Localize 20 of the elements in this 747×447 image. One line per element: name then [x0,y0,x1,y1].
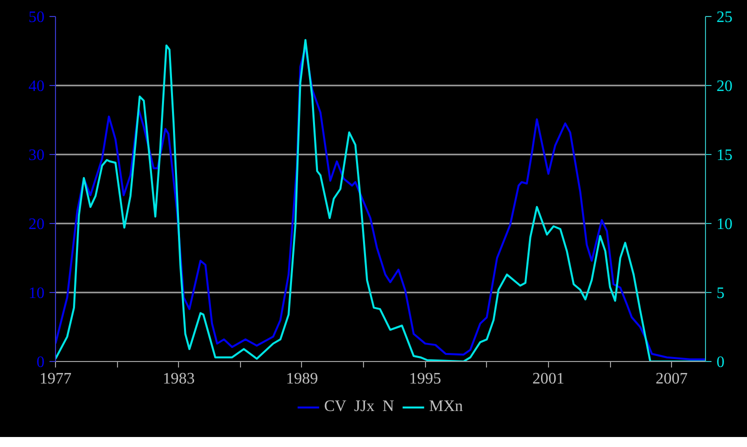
x-tick-label: 1977 [40,370,72,388]
y-tick-label: 30 [28,147,44,164]
x-tick-label: 1995 [409,370,442,388]
y2-tick-label: 25 [716,9,732,26]
x-tick-label: 1983 [162,370,195,388]
legend-label: CV JJx N [324,398,394,416]
y-tick-label: 20 [28,216,44,233]
x-tick-label: 1989 [286,370,318,388]
y-tick-label: 50 [28,9,44,26]
y-tick-label: 40 [28,78,44,95]
y2-tick-label: 20 [716,78,732,95]
y2-tick-label: 10 [716,216,732,233]
y2-tick-label: 15 [716,147,732,164]
y2-tick-label: 0 [716,354,724,371]
y-tick-label: 10 [28,285,44,302]
y-tick-label: 0 [36,354,44,371]
x-tick-label: 2007 [656,370,688,388]
x-tick-label: 2001 [532,370,564,388]
y2-tick-label: 5 [716,285,724,302]
legend-label: MXn [429,398,463,416]
